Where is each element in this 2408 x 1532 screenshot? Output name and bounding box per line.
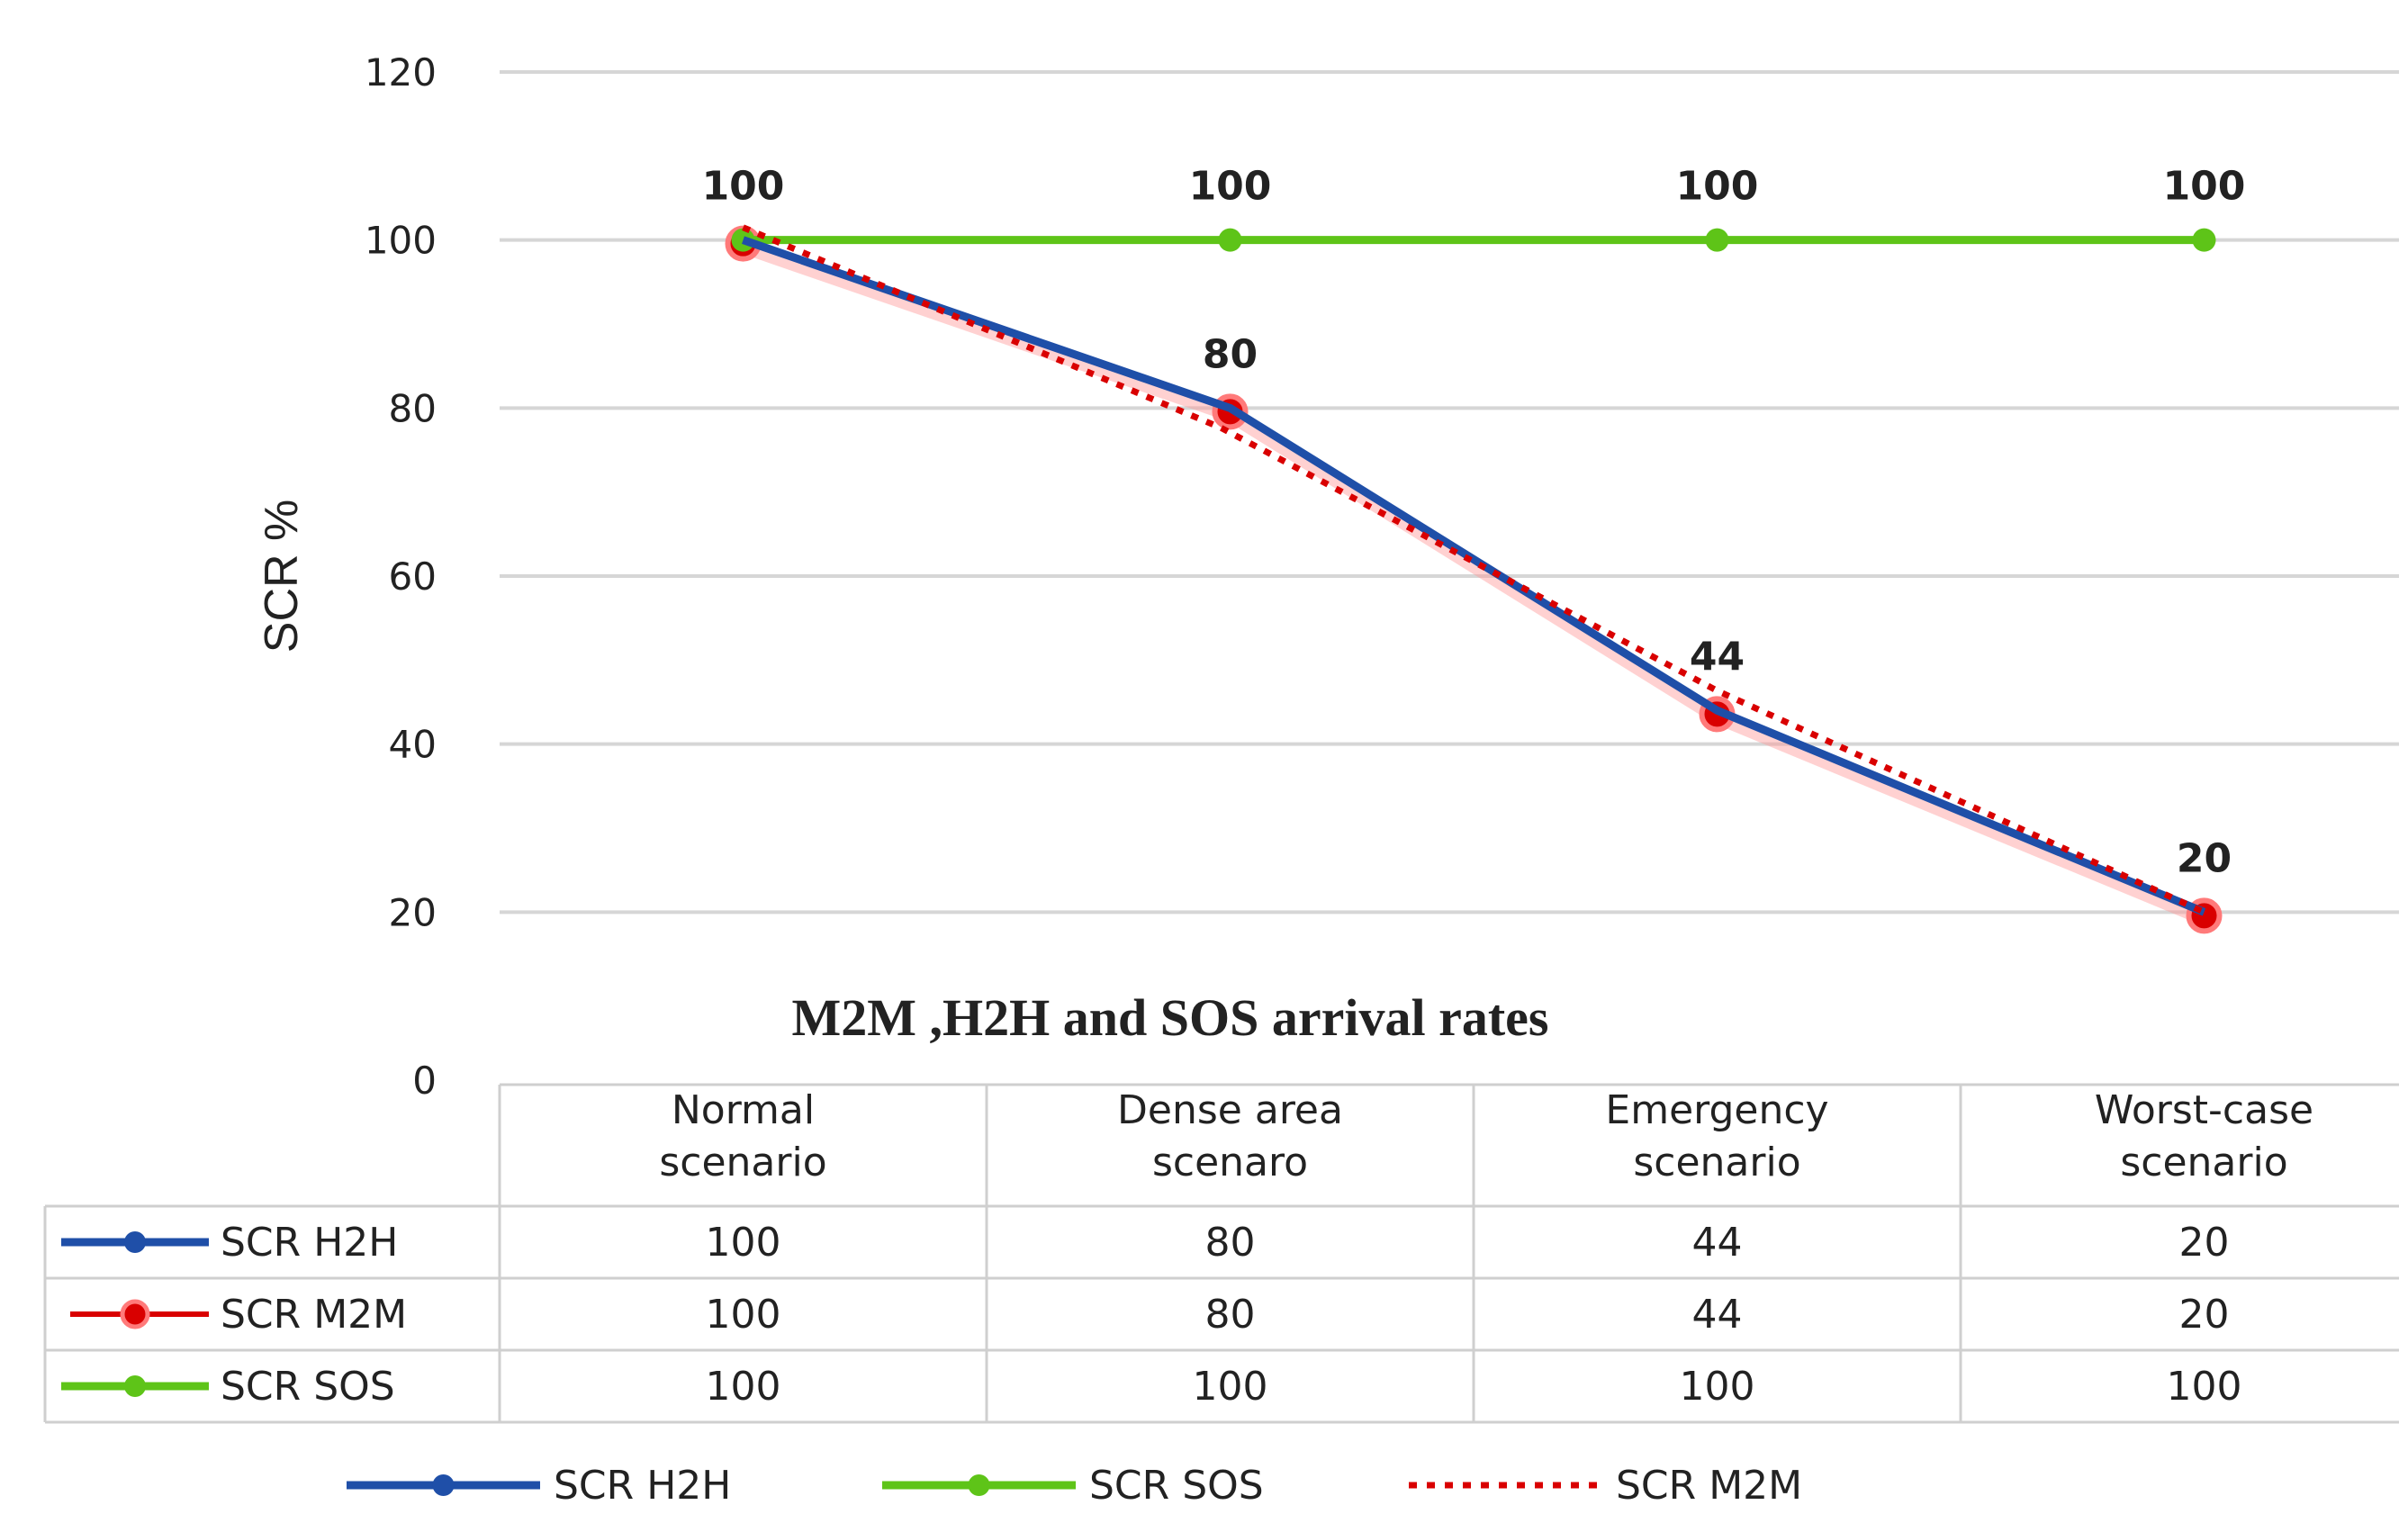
- x-category-label: scenario: [1633, 1140, 1800, 1185]
- table-row-name: SCR SOS: [221, 1364, 395, 1410]
- table-cell: 100: [1680, 1364, 1755, 1410]
- y-tick-label: 100: [365, 219, 437, 263]
- y-axis-label: SCR %: [256, 500, 308, 653]
- legend-key-marker: [968, 1474, 990, 1496]
- data-label: 100: [1676, 164, 1759, 210]
- table-cell: 44: [1692, 1292, 1743, 1338]
- data-table: Normal scenario Dense area scenaro Emergency…: [43, 1083, 2399, 1424]
- table-key-marker: [124, 1231, 146, 1253]
- x-category-label: Emergency: [1605, 1087, 1828, 1133]
- x-category-label: Dense area: [1117, 1087, 1343, 1133]
- legend-entry-label: SCR M2M: [1616, 1463, 1802, 1509]
- y-tick-label: 80: [389, 386, 437, 430]
- y-tick-label: 20: [389, 890, 437, 934]
- point-sos: [1705, 228, 1729, 252]
- series-h2h-line: [742, 236, 2206, 916]
- legend: SCR H2H SCR SOS SCR M2M: [347, 1463, 1802, 1509]
- table-key-marker: [124, 1375, 146, 1397]
- table-cell: 80: [1205, 1292, 1256, 1338]
- gridlines: [500, 70, 2399, 915]
- data-label: 100: [1189, 164, 1272, 210]
- x-category-label: Worst-case: [2095, 1087, 2313, 1133]
- y-axis-ticks: 0 20 40 60 80 100 120: [365, 50, 437, 1103]
- data-label: 100: [2163, 164, 2246, 210]
- table-cell: 20: [2179, 1220, 2230, 1266]
- legend-entry-label: SCR SOS: [1089, 1463, 1264, 1509]
- x-category-label: scenario: [2120, 1140, 2287, 1185]
- y-tick-label: 0: [412, 1059, 437, 1103]
- y-tick-label: 120: [365, 50, 437, 95]
- x-category-label: scenaro: [1152, 1140, 1308, 1185]
- series-m2m-dotted-line: [742, 224, 2205, 915]
- table-row-name: SCR M2M: [221, 1292, 407, 1338]
- data-label: 100: [702, 164, 785, 210]
- x-category-label: scenario: [659, 1140, 826, 1185]
- table-key-marker: [120, 1299, 150, 1329]
- x-category-label: Normal: [672, 1087, 815, 1133]
- point-sos: [2192, 228, 2216, 252]
- table-cell: 100: [706, 1292, 781, 1338]
- data-label: 80: [1203, 331, 1258, 377]
- table-cell: 100: [706, 1364, 781, 1410]
- table-row-name: SCR H2H: [221, 1220, 398, 1266]
- legend-entry-label: SCR H2H: [554, 1463, 731, 1509]
- table-cell: 100: [2167, 1364, 2242, 1410]
- point-sos: [1218, 228, 1242, 252]
- table-cell: 20: [2179, 1292, 2230, 1338]
- data-labels: 100 100 100 100 80 44 20: [702, 164, 2246, 882]
- y-tick-label: 60: [389, 554, 437, 599]
- table-cell: 100: [706, 1220, 781, 1266]
- table-cell: 100: [1193, 1364, 1268, 1410]
- data-label: 20: [2177, 835, 2232, 881]
- chart-title: M2M ,H2H and SOS arrival rates: [792, 988, 1549, 1047]
- table-cell: 44: [1692, 1220, 1743, 1266]
- series-lines: [725, 224, 2223, 934]
- data-label: 44: [1690, 634, 1745, 680]
- table-cell: 80: [1205, 1220, 1256, 1266]
- y-tick-label: 40: [389, 723, 437, 767]
- series-m2m-glow: [740, 238, 2207, 925]
- legend-key-marker: [432, 1474, 455, 1496]
